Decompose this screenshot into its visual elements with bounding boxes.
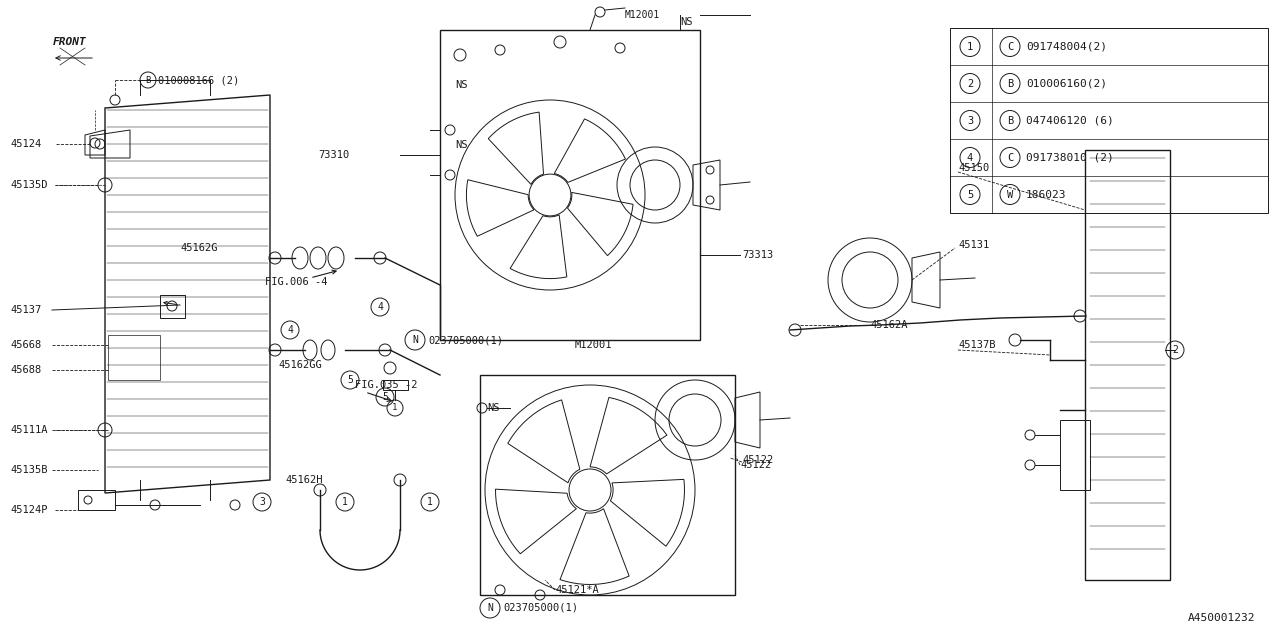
Text: 45135B: 45135B (10, 465, 47, 475)
Text: 45124: 45124 (10, 139, 41, 149)
Text: FIG.035 -2: FIG.035 -2 (355, 380, 417, 390)
Text: NS: NS (486, 403, 499, 413)
Text: B: B (1007, 79, 1014, 88)
Text: 1: 1 (966, 42, 973, 51)
Text: 047406120 (6): 047406120 (6) (1027, 115, 1114, 125)
Text: C: C (1007, 152, 1014, 163)
Text: 010008166 (2): 010008166 (2) (157, 75, 239, 85)
Text: 45137B: 45137B (957, 340, 996, 350)
Text: B: B (1007, 115, 1014, 125)
Text: 45131: 45131 (957, 240, 989, 250)
Text: M12001: M12001 (575, 340, 613, 350)
Text: 1: 1 (342, 497, 348, 507)
Text: NS: NS (454, 80, 467, 90)
Text: 4: 4 (378, 302, 383, 312)
Text: C: C (1007, 42, 1014, 51)
Text: 4: 4 (287, 325, 293, 335)
Text: 2: 2 (966, 79, 973, 88)
Text: 186023: 186023 (1027, 189, 1066, 200)
Text: 3: 3 (966, 115, 973, 125)
Text: 45150: 45150 (957, 163, 989, 173)
Text: 45111A: 45111A (10, 425, 47, 435)
Text: 45124P: 45124P (10, 505, 47, 515)
Bar (1085, 150, 1170, 580)
Text: 45121*A: 45121*A (556, 585, 599, 595)
Text: B: B (146, 76, 151, 84)
Text: 45162GG: 45162GG (278, 360, 321, 370)
Text: N: N (488, 603, 493, 613)
Text: 091738010 (2): 091738010 (2) (1027, 152, 1114, 163)
Text: 45137: 45137 (10, 305, 41, 315)
Text: 45668: 45668 (10, 340, 41, 350)
Text: N: N (412, 335, 419, 345)
Text: 3: 3 (259, 497, 265, 507)
Text: FIG.006 -4: FIG.006 -4 (265, 277, 328, 287)
Text: 4: 4 (966, 152, 973, 163)
Text: 023705000(1): 023705000(1) (428, 335, 503, 345)
Bar (950, 28, 1268, 213)
Text: 5: 5 (966, 189, 973, 200)
Text: 1: 1 (428, 497, 433, 507)
Text: W: W (1007, 189, 1014, 200)
Text: 45688: 45688 (10, 365, 41, 375)
Text: NS: NS (454, 140, 467, 150)
Text: FRONT: FRONT (54, 37, 87, 47)
Text: 5: 5 (347, 375, 353, 385)
Text: 45135D: 45135D (10, 180, 47, 190)
Text: 45122: 45122 (740, 460, 772, 470)
Text: 023705000(1): 023705000(1) (503, 603, 579, 613)
Text: 45162G: 45162G (180, 243, 218, 253)
Text: 010006160(2): 010006160(2) (1027, 79, 1107, 88)
Text: NS: NS (680, 17, 692, 27)
Text: 73310: 73310 (317, 150, 349, 160)
Text: 73313: 73313 (742, 250, 773, 260)
Text: 091748004(2): 091748004(2) (1027, 42, 1107, 51)
Text: 45162A: 45162A (870, 320, 908, 330)
Text: 45162H: 45162H (285, 475, 323, 485)
Text: 5: 5 (381, 392, 388, 402)
Text: A450001232: A450001232 (1188, 613, 1254, 623)
Text: M12001: M12001 (625, 10, 660, 20)
Text: 45122: 45122 (742, 455, 773, 465)
Text: 2: 2 (1172, 345, 1178, 355)
Text: 1: 1 (392, 403, 398, 413)
